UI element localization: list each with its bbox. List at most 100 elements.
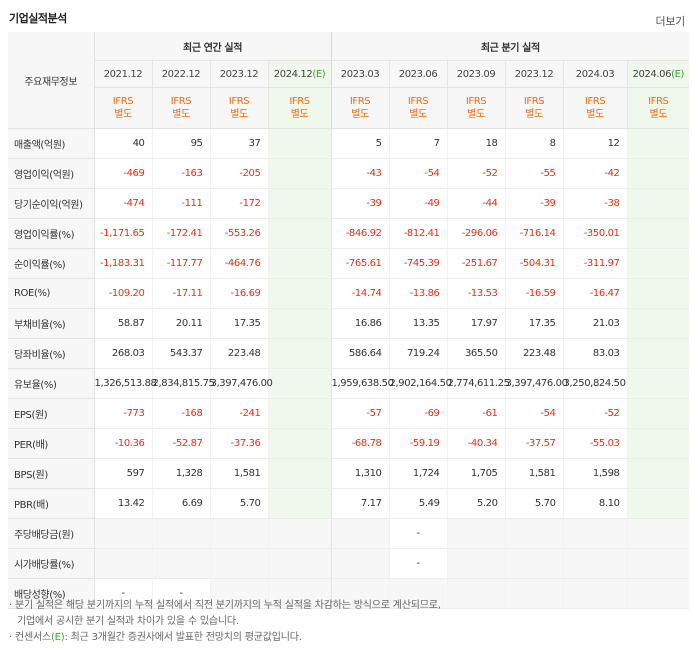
table-cell: -55.03 [562, 428, 628, 459]
table-cell: -109.20 [93, 278, 152, 309]
table-cell [626, 338, 690, 369]
column-ifrs-label[interactable]: IFRS 별도 [446, 87, 506, 129]
column-date-text: 2024.12 [273, 68, 313, 80]
column-ifrs-label[interactable]: IFRS 별도 [267, 87, 332, 129]
column-date: 2024.12(E) [267, 60, 332, 88]
row-label: EPS(원) [8, 398, 95, 429]
note-prefix: · 컨센서스 [9, 632, 51, 643]
table-cell: 17.35 [504, 308, 564, 339]
table-cell: 1,581 [504, 458, 564, 489]
table-cell [446, 548, 506, 579]
estimate-mark: (E) [312, 68, 326, 80]
column-ifrs-label[interactable]: IFRS 별도 [209, 87, 268, 129]
table-cell: 8.10 [562, 488, 628, 519]
ifrs-text: 별도 [172, 109, 190, 120]
column-ifrs-label[interactable]: IFRS 별도 [388, 87, 448, 129]
table-cell: 21.03 [562, 308, 628, 339]
table-cell: 586.64 [330, 338, 390, 369]
table-cell [626, 398, 690, 429]
table-cell: -37.57 [504, 428, 564, 459]
ifrs-text: IFRS [407, 96, 429, 107]
table-cell [267, 548, 332, 579]
note-line: 기업에서 공시한 분기 실적과 차이가 있을 수 있습니다. [17, 616, 239, 627]
table-cell: 7 [388, 128, 448, 159]
table-cell: -69 [388, 398, 448, 429]
column-date-text: 2024.06 [632, 68, 672, 80]
table-cell: 37 [209, 128, 268, 159]
table-cell: 7.17 [330, 488, 390, 519]
table-cell: -846.92 [330, 218, 390, 249]
table-cell: 2,774,611.25 [446, 368, 510, 399]
table-cell: 20.11 [151, 308, 210, 339]
table-cell: 17.97 [446, 308, 506, 339]
table-cell: 40 [93, 128, 152, 159]
column-date: 2024.03 [562, 60, 628, 88]
table-cell [330, 548, 390, 579]
column-ifrs-label[interactable]: IFRS 별도 [626, 87, 690, 129]
table-cell [93, 518, 152, 549]
column-date-text: 2023.12 [514, 68, 554, 80]
table-cell: -54 [504, 398, 564, 429]
column-ifrs-label[interactable]: IFRS 별도 [151, 87, 210, 129]
table-cell: 13.35 [388, 308, 448, 339]
column-ifrs-label[interactable]: IFRS 별도 [330, 87, 390, 129]
table-cell: -205 [209, 158, 268, 189]
table-cell: -52 [446, 158, 506, 189]
column-ifrs-label[interactable]: IFRS 별도 [504, 87, 564, 129]
ifrs-text: 별도 [467, 109, 485, 120]
table-row: 영업이익(억원) -469 -163 -205 -43 -54 -52 -55 -42 [8, 158, 690, 189]
column-date-text: 2023.12 [219, 68, 259, 80]
table-cell: 5.70 [209, 488, 268, 519]
table-cell: -59.19 [388, 428, 448, 459]
table-cell [267, 428, 332, 459]
row-label: 영업이익(억원) [8, 158, 95, 189]
table-cell: 1,326,513.88 [93, 368, 157, 399]
table-cell [267, 128, 332, 159]
table-row: 주당배당금(원) - [8, 518, 690, 549]
row-label: 유보율(%) [8, 368, 95, 399]
table-cell [267, 188, 332, 219]
ifrs-text: 별도 [409, 109, 427, 120]
column-ifrs-label[interactable]: IFRS 별도 [93, 87, 152, 129]
table-cell: - [151, 578, 210, 609]
table-cell: -168 [151, 398, 210, 429]
table-cell [388, 578, 448, 609]
section-title: 기업실적분석 [9, 12, 67, 25]
column-date-text: 2024.03 [575, 68, 615, 80]
table-cell: -469 [93, 158, 152, 189]
table-cell: 3,397,476.00 [504, 368, 568, 399]
ifrs-text: 별도 [525, 109, 543, 120]
table-cell [626, 458, 690, 489]
table-cell: -474 [93, 188, 152, 219]
table-row: 부채비율(%) 58.87 20.11 17.35 16.86 13.35 17.97 17.… [8, 308, 690, 339]
column-ifrs-label[interactable]: IFRS 별도 [562, 87, 628, 129]
table-cell: -43 [330, 158, 390, 189]
column-date: 2024.06(E) [626, 60, 690, 88]
table-cell [626, 128, 690, 159]
table-cell [151, 518, 210, 549]
table-row: 매출액(억원) 40 95 37 5 7 18 8 12 [8, 128, 690, 159]
table-cell: 1,959,638.50 [330, 368, 394, 399]
table-cell: -55 [504, 158, 564, 189]
row-label: 영업이익률(%) [8, 218, 95, 249]
table-cell: -172.41 [151, 218, 210, 249]
ifrs-text: 별도 [230, 109, 248, 120]
table-cell [267, 308, 332, 339]
table-row: 배당성향(%) - - [8, 578, 690, 609]
column-date: 2023.12 [504, 60, 564, 88]
table-cell: -251.67 [446, 248, 506, 279]
table-cell: -13.86 [388, 278, 448, 309]
table-cell: -54 [388, 158, 448, 189]
table-row: EPS(원) -773 -168 -241 -57 -69 -61 -54 -52 [8, 398, 690, 429]
table-cell [626, 248, 690, 279]
table-cell [267, 218, 332, 249]
table-cell [626, 308, 690, 339]
ifrs-text: IFRS [289, 96, 310, 107]
table-cell [626, 188, 690, 219]
ifrs-text: 별도 [290, 109, 309, 120]
table-cell: 365.50 [446, 338, 506, 369]
more-link[interactable]: 더보기 [655, 15, 686, 28]
ifrs-text: IFRS [523, 96, 545, 107]
table-cell: -745.39 [388, 248, 448, 279]
table-cell: 223.48 [504, 338, 564, 369]
